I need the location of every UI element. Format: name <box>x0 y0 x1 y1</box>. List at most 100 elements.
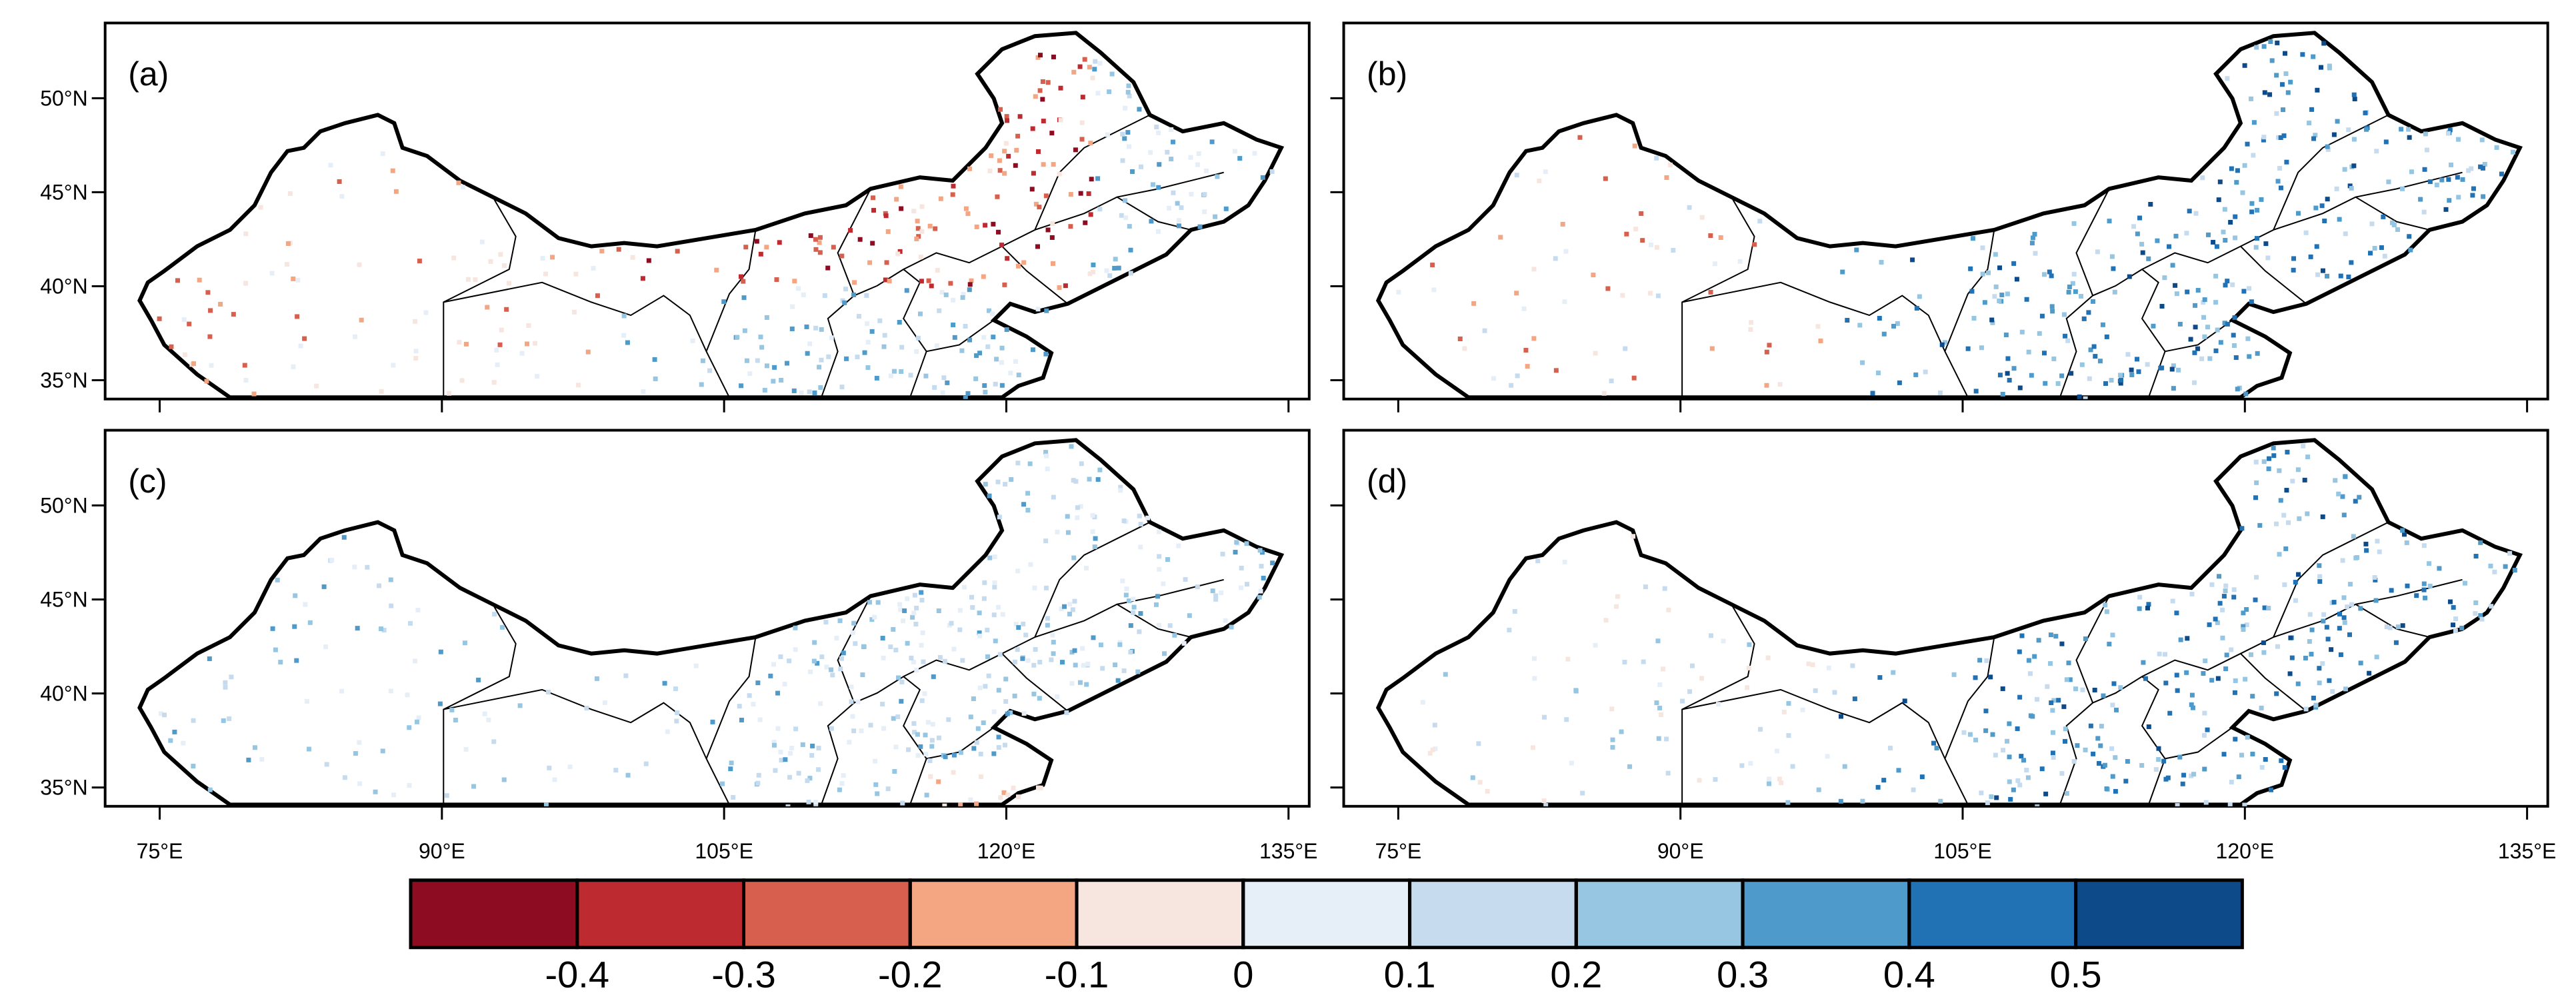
station-dot <box>641 389 646 394</box>
station-dot <box>2266 606 2271 611</box>
station-dot <box>1086 191 1091 197</box>
station-dot <box>2077 394 2082 399</box>
station-dot <box>1171 190 1176 195</box>
station-dot <box>1610 744 1615 750</box>
station-dot <box>391 792 397 798</box>
station-dot <box>380 151 385 157</box>
station-dot <box>2175 803 2180 806</box>
station-dot <box>1979 790 1984 796</box>
station-dot <box>1427 750 1433 756</box>
station-dot <box>175 278 181 283</box>
station-dot <box>755 358 760 363</box>
station-dot <box>2389 220 2395 225</box>
station-dot <box>1662 586 1667 591</box>
station-dot <box>960 658 965 663</box>
station-dot <box>2243 676 2248 682</box>
station-dot <box>2409 169 2414 175</box>
station-dot <box>2232 315 2237 321</box>
station-dot <box>1131 604 1137 610</box>
station-dot <box>888 644 893 650</box>
station-dot <box>2249 96 2254 101</box>
station-dot <box>1058 85 1063 91</box>
station-dot <box>2265 255 2271 261</box>
province-border <box>903 578 1224 678</box>
station-dot <box>862 350 867 355</box>
station-dot <box>2402 532 2407 537</box>
station-dot <box>1564 717 1569 722</box>
station-dot <box>2307 612 2313 617</box>
station-dot <box>1990 320 1995 325</box>
station-dot <box>2174 672 2179 678</box>
station-dot <box>1562 559 1567 564</box>
station-dot <box>1028 562 1033 567</box>
station-dot <box>1990 732 1995 737</box>
station-dot <box>1125 130 1131 135</box>
station-dot <box>2213 273 2219 279</box>
panel-frame <box>103 429 1311 808</box>
station-dot <box>506 281 511 286</box>
station-dot <box>209 363 214 368</box>
province-border <box>2165 319 2233 353</box>
station-dot <box>1213 596 1219 602</box>
station-dot <box>2199 356 2205 361</box>
station-dot <box>1165 149 1170 155</box>
station-dot <box>1090 512 1095 518</box>
station-dot <box>2481 194 2486 199</box>
station-dot <box>2137 215 2143 221</box>
station-dot <box>2071 271 2077 277</box>
station-dot <box>162 712 167 718</box>
station-dot <box>2321 618 2326 624</box>
station-dot <box>813 237 818 242</box>
station-dot <box>742 328 747 333</box>
colorbar-tick-label: 0 <box>1233 954 1253 996</box>
station-dot <box>1195 584 1200 590</box>
station-dot <box>2389 588 2394 593</box>
colorbar-tick-label: 0.1 <box>1384 954 1436 996</box>
station-dot <box>2001 748 2006 753</box>
station-dot <box>1058 117 1063 123</box>
station-dot <box>2181 772 2187 778</box>
station-dot <box>2019 754 2024 759</box>
station-dot <box>1471 301 1477 306</box>
station-dot <box>1083 220 1088 225</box>
station-dot <box>1013 163 1018 168</box>
station-dot <box>729 760 734 766</box>
station-dot <box>826 354 831 359</box>
station-dot <box>991 612 997 618</box>
station-dot <box>1092 544 1097 550</box>
station-dot <box>2059 771 2065 776</box>
station-dot <box>911 209 917 214</box>
station-dot <box>968 714 973 720</box>
station-dot <box>1934 745 1939 750</box>
station-dot <box>987 555 993 560</box>
station-dot <box>1084 566 1089 571</box>
station-dot <box>1091 269 1096 275</box>
station-dot <box>2059 641 2065 646</box>
station-dot <box>1090 529 1095 534</box>
station-dot <box>871 195 876 201</box>
station-dot <box>2211 239 2216 245</box>
station-dot <box>2279 758 2284 763</box>
station-dot <box>2221 229 2226 235</box>
station-dot <box>2249 201 2255 206</box>
station-dot <box>1169 157 1174 162</box>
station-dot <box>959 348 965 353</box>
station-dot <box>747 371 753 377</box>
station-dot <box>919 204 925 209</box>
station-dot <box>2325 144 2330 149</box>
station-dot <box>994 357 999 362</box>
station-dot <box>2209 678 2215 683</box>
station-dot <box>665 729 670 734</box>
station-dot <box>1269 169 1275 174</box>
station-dot <box>735 335 740 340</box>
station-dot <box>1514 173 1519 178</box>
station-dot <box>1067 602 1073 607</box>
station-dot <box>1115 678 1121 683</box>
station-dot <box>2033 251 2038 256</box>
station-dot <box>2151 323 2156 329</box>
station-dot <box>2241 627 2246 632</box>
station-dot <box>1790 764 1795 769</box>
station-dot <box>2223 238 2228 243</box>
station-dot <box>168 738 173 743</box>
station-dot <box>813 802 819 806</box>
